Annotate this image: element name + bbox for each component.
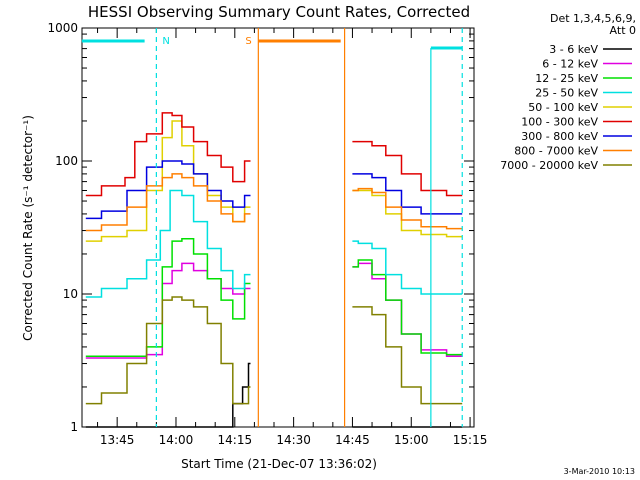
legend: Det 1,3,4,5,6,9,Att 0 3 - 6 keV 6 - 12 keV… — [500, 12, 636, 172]
chart-title: HESSI Observing Summary Count Rates, Cor… — [88, 3, 470, 21]
x-tick-label: 14:15 — [218, 433, 253, 447]
series-line — [85, 173, 251, 232]
y-tick-label: 1000 — [47, 21, 78, 35]
series-line — [352, 189, 463, 238]
legend-entry-label: 800 - 7000 keV — [514, 145, 598, 158]
marker-label: S — [245, 36, 251, 47]
y-tick-label: 100 — [55, 154, 78, 168]
legend-entry-label: 3 - 6 keV — [549, 43, 598, 56]
plot-frame — [81, 27, 475, 428]
timestamp: 3-Mar-2010 10:13 — [564, 467, 635, 476]
y-axis-label: Corrected Count Rate (s⁻¹ detector⁻¹) — [21, 115, 35, 341]
legend-entry-label: 12 - 25 keV — [535, 72, 598, 85]
legend-entry-label: 7000 - 20000 keV — [500, 159, 598, 172]
plot-area: 1 10 100 1000 13:45 14:00 14:15 14:30 14:45 15:00… — [47, 21, 487, 447]
legend-header: Det 1,3,4,5,6,9, — [550, 12, 636, 25]
series-line — [85, 262, 251, 359]
legend-entry-label: 300 - 800 keV — [521, 130, 598, 143]
x-tick-label: 15:15 — [453, 433, 488, 447]
legend-entry-label: 100 - 300 keV — [521, 116, 598, 129]
series-line — [85, 160, 251, 220]
marker-label: N — [162, 36, 169, 47]
series-line — [352, 173, 463, 215]
x-tick-label: 14:45 — [335, 433, 370, 447]
series-line — [85, 112, 251, 197]
series-line — [352, 140, 463, 197]
series-line — [352, 262, 463, 358]
legend-header: Att 0 — [610, 24, 636, 37]
x-tick-label: 13:45 — [100, 433, 135, 447]
series-line — [85, 189, 251, 298]
x-tick-label: 14:00 — [159, 433, 194, 447]
series-line — [85, 120, 251, 242]
series-line — [352, 240, 463, 295]
legend-entry-label: 25 - 50 keV — [535, 87, 598, 100]
series-line — [352, 306, 463, 405]
y-tick-label: 1 — [70, 420, 78, 434]
series-line — [352, 187, 463, 230]
x-axis-label: Start Time (21-Dec-07 13:36:02) — [181, 457, 377, 471]
series-line — [85, 362, 251, 428]
x-tick-label: 14:30 — [276, 433, 311, 447]
legend-entry-label: 50 - 100 keV — [528, 101, 598, 114]
legend-entry-label: 6 - 12 keV — [542, 58, 598, 71]
x-tick-label: 15:00 — [394, 433, 429, 447]
series-line — [85, 296, 251, 405]
series-line — [85, 238, 251, 358]
y-tick-label: 10 — [63, 287, 78, 301]
